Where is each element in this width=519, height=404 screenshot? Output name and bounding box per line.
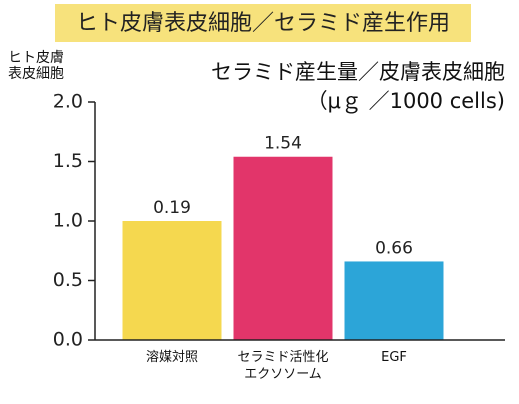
chart-title: ヒト皮膚表皮細胞／セラミド産生作用 (76, 11, 450, 36)
bar (344, 261, 444, 340)
y-tick-label: 2.0 (53, 91, 83, 113)
value-label: 0.19 (153, 198, 191, 218)
value-label: 1.54 (264, 134, 302, 154)
value-label: 0.66 (375, 238, 413, 258)
title-box (55, 4, 471, 42)
x-tick-label: EGF (381, 350, 407, 365)
subtitle: セラミド産生量／皮膚表皮細胞 （μｇ ／1000 cells) (211, 60, 505, 113)
y-tick-label: 1.0 (53, 210, 83, 232)
y-axis-label: ヒト皮膚 表皮細胞 (8, 50, 64, 82)
bar (122, 221, 222, 340)
bar (233, 156, 333, 340)
y-tick-label: 0.5 (53, 269, 83, 291)
y-tick-label: 1.5 (53, 150, 83, 172)
x-tick-label: セラミド活性化 エクソソーム (237, 350, 329, 382)
y-tick-label: 0.0 (53, 329, 83, 351)
x-tick-label: 溶媒対照 (145, 350, 198, 365)
